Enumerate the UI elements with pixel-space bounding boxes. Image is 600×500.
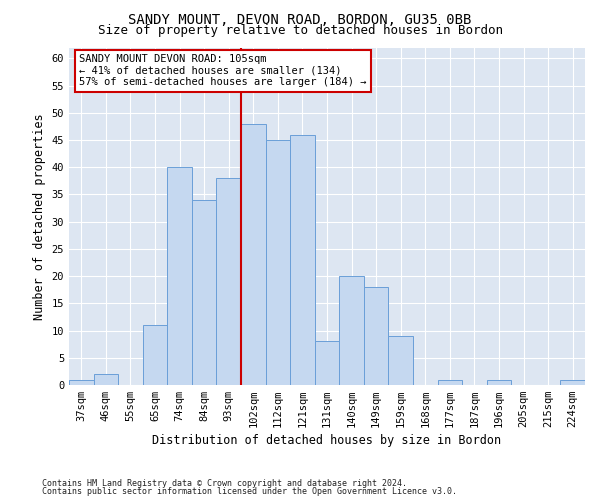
Bar [241,124,266,385]
Bar [290,134,315,385]
Text: Contains HM Land Registry data © Crown copyright and database right 2024.: Contains HM Land Registry data © Crown c… [42,478,407,488]
Bar [192,200,217,385]
Bar [143,325,167,385]
Y-axis label: Number of detached properties: Number of detached properties [33,113,46,320]
Bar [437,380,462,385]
Bar [217,178,241,385]
Bar [167,168,192,385]
Bar [315,342,339,385]
Bar [388,336,413,385]
Bar [69,380,94,385]
Bar [560,380,585,385]
Bar [487,380,511,385]
Bar [94,374,118,385]
Text: SANDY MOUNT, DEVON ROAD, BORDON, GU35 0BB: SANDY MOUNT, DEVON ROAD, BORDON, GU35 0B… [128,12,472,26]
X-axis label: Distribution of detached houses by size in Bordon: Distribution of detached houses by size … [152,434,502,448]
Bar [266,140,290,385]
Bar [364,287,388,385]
Bar [339,276,364,385]
Text: Contains public sector information licensed under the Open Government Licence v3: Contains public sector information licen… [42,487,457,496]
Text: SANDY MOUNT DEVON ROAD: 105sqm
← 41% of detached houses are smaller (134)
57% of: SANDY MOUNT DEVON ROAD: 105sqm ← 41% of … [79,54,367,88]
Text: Size of property relative to detached houses in Bordon: Size of property relative to detached ho… [97,24,503,37]
